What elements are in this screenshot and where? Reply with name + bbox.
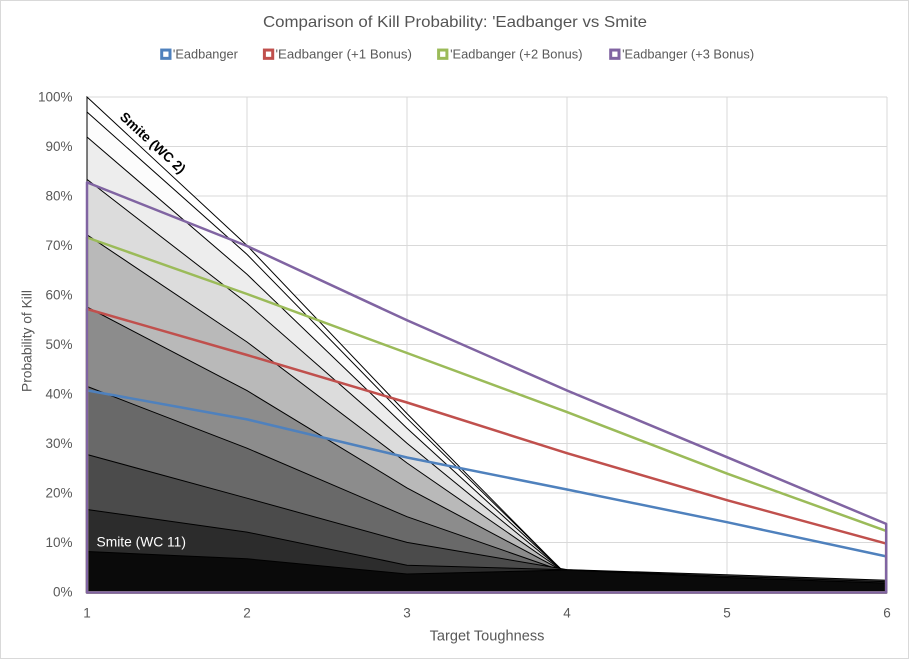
svg-text:Smite (WC 11): Smite (WC 11) (97, 535, 186, 550)
svg-text:'Eadbanger (+2 Bonus): 'Eadbanger (+2 Bonus) (450, 47, 582, 62)
svg-text:20%: 20% (45, 486, 72, 501)
svg-text:0%: 0% (53, 585, 73, 600)
svg-text:Comparison of Kill Probability: Comparison of Kill Probability: 'Eadbang… (263, 14, 647, 31)
svg-text:5: 5 (723, 606, 731, 621)
svg-text:'Eadbanger (+3 Bonus): 'Eadbanger (+3 Bonus) (622, 47, 754, 62)
svg-text:80%: 80% (45, 189, 72, 204)
svg-text:3: 3 (403, 606, 411, 621)
svg-text:100%: 100% (38, 90, 73, 105)
svg-text:40%: 40% (45, 387, 72, 402)
svg-text:90%: 90% (45, 139, 72, 154)
svg-text:70%: 70% (45, 238, 72, 253)
svg-text:50%: 50% (45, 337, 72, 352)
svg-text:6: 6 (883, 606, 891, 621)
svg-text:1: 1 (83, 606, 91, 621)
svg-text:2: 2 (243, 606, 251, 621)
svg-text:60%: 60% (45, 288, 72, 303)
svg-text:Target Toughness: Target Toughness (430, 628, 545, 644)
svg-text:'Eadbanger: 'Eadbanger (173, 47, 239, 62)
svg-text:Probability of Kill: Probability of Kill (20, 290, 35, 392)
svg-text:10%: 10% (45, 535, 72, 550)
svg-text:30%: 30% (45, 436, 72, 451)
svg-text:'Eadbanger (+1 Bonus): 'Eadbanger (+1 Bonus) (276, 47, 412, 62)
svg-text:4: 4 (563, 606, 571, 621)
